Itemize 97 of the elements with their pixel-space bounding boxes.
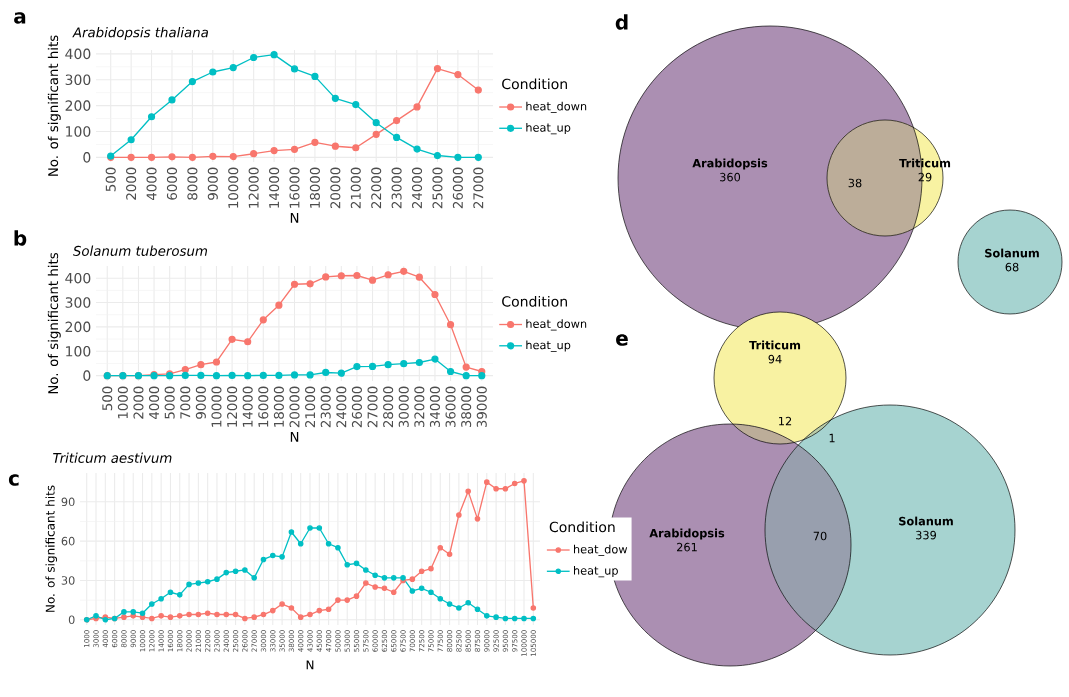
x-tick-label: 28000: [383, 386, 394, 428]
x-tick-label: 8000: [187, 167, 198, 200]
x-tick-label: 26000: [452, 167, 463, 209]
x-tick-label: 21000: [350, 167, 361, 209]
x-tick-label: 20000: [289, 386, 300, 428]
x-tick-label: 12000: [227, 386, 238, 427]
x-tick-label: 6000: [166, 167, 178, 200]
x-tick-label: 5000: [164, 386, 175, 419]
y-tick-label: 400: [65, 48, 91, 60]
x-tick-label: 16000: [289, 167, 300, 208]
data-label: 68: [1005, 262, 1019, 272]
y-tick-label: 0: [83, 370, 91, 381]
legend-title: Condition: [502, 78, 567, 90]
x-tick-label: 9000: [207, 167, 218, 200]
x-tick-label: 39000: [476, 386, 487, 428]
x-tick-label: 24000: [336, 386, 347, 428]
legend-label: heat_up: [573, 565, 618, 578]
x-tick-label: 500: [105, 167, 116, 192]
data-label: 360: [720, 172, 741, 182]
x-tick-label: 23000: [320, 386, 331, 428]
text: b: [14, 230, 27, 246]
x-tick-label: 24000: [411, 167, 423, 209]
y-tick-label: 200: [65, 321, 91, 333]
y-tick-label: 100: [66, 126, 91, 137]
y-tick-label: 60: [61, 536, 75, 546]
y-tick-label: 300: [65, 297, 91, 308]
y-tick-label: 0: [68, 615, 75, 625]
text: 70: [813, 531, 827, 541]
y-tick-label: 200: [65, 100, 91, 111]
y-tick-label: 30: [61, 576, 75, 585]
y-tick-label: 0: [83, 152, 91, 163]
text: 38: [848, 178, 862, 188]
y-tick-label: 90: [61, 497, 75, 507]
x-tick-label: 9000: [195, 386, 206, 419]
legend-title: Condition: [502, 295, 567, 307]
y-tick-label: 100: [66, 345, 91, 357]
x-tick-label: 14000: [242, 386, 253, 427]
x-tick-label: 21000: [305, 386, 316, 428]
data-label: 29: [918, 172, 932, 182]
text: 12: [779, 416, 792, 426]
category-label: Triticum: [899, 158, 951, 168]
x-tick-label: 500: [102, 386, 113, 411]
x-axis-title: N: [290, 431, 299, 442]
x-tick-label: 25000: [432, 167, 443, 209]
x-tick-label: 26000: [351, 386, 362, 428]
x-tick-label: 14000: [269, 167, 280, 208]
text: 1: [829, 433, 835, 443]
y-tick-label: 300: [65, 74, 91, 86]
text: a: [14, 12, 26, 24]
x-tick-label: 7000: [180, 386, 191, 419]
x-tick-label: 1000: [117, 386, 128, 419]
x-tick-label: 34000: [429, 386, 440, 428]
data-label: 94: [768, 354, 782, 364]
x-axis-title: N: [306, 660, 314, 670]
y-tick-label: 400: [65, 272, 91, 284]
legend-label: heat_down: [526, 101, 587, 113]
x-tick-label: 4000: [149, 386, 160, 419]
x-tick-label: 2000: [126, 167, 137, 200]
category-label: Triticum: [749, 340, 801, 350]
x-tick-label: 2000: [133, 386, 144, 419]
data-label: 339: [916, 530, 937, 540]
x-tick-label: 16000: [258, 386, 269, 427]
text: c: [8, 474, 19, 486]
x-tick-label: 20000: [330, 167, 341, 209]
legend-label: heat_up: [526, 340, 571, 352]
x-tick-label: 18000: [273, 386, 284, 427]
x-tick-label: 10000: [228, 167, 239, 208]
x-tick-label: 27000: [473, 167, 484, 209]
x-tick-label: 22000: [371, 167, 382, 209]
category-label: Solanum: [985, 248, 1039, 258]
legend-label: heat_down: [526, 319, 587, 331]
x-axis-title: N: [290, 212, 299, 223]
x-tick-label: 10000: [211, 386, 222, 427]
legend-label: heat_up: [526, 122, 571, 135]
x-tick-label: 18000: [309, 167, 320, 208]
x-tick-label: 12000: [248, 167, 259, 208]
legend-label: heat_dow: [573, 544, 628, 556]
x-tick-label: 36000: [445, 386, 456, 428]
category-label: Arabidopsis: [692, 158, 768, 170]
x-tick-label: 38000: [461, 386, 472, 428]
data-label: 261: [677, 542, 697, 552]
y-axis-title: No. of significant hits: [45, 485, 58, 612]
x-tick-label: 23000: [391, 167, 402, 209]
text: d: [615, 14, 628, 30]
legend-title: Condition: [549, 521, 615, 533]
x-tick-label: 4000: [146, 167, 157, 200]
y-axis-title: No. of significant hits: [47, 35, 61, 176]
chart-title: Triticum aestivum: [53, 452, 172, 463]
x-tick-label: 32000: [414, 386, 425, 428]
y-axis-title: No. of significant hits: [47, 252, 61, 394]
category-label: Solanum: [899, 516, 953, 526]
category-label: Arabidopsis: [649, 528, 725, 540]
x-tick-label: 30000: [398, 386, 409, 428]
chart-title: Arabidopsis thaliana: [72, 27, 208, 40]
chart-title: Solanum tuberosum: [73, 245, 208, 256]
text: e: [616, 334, 628, 346]
x-tick-label: 27000: [367, 386, 378, 428]
